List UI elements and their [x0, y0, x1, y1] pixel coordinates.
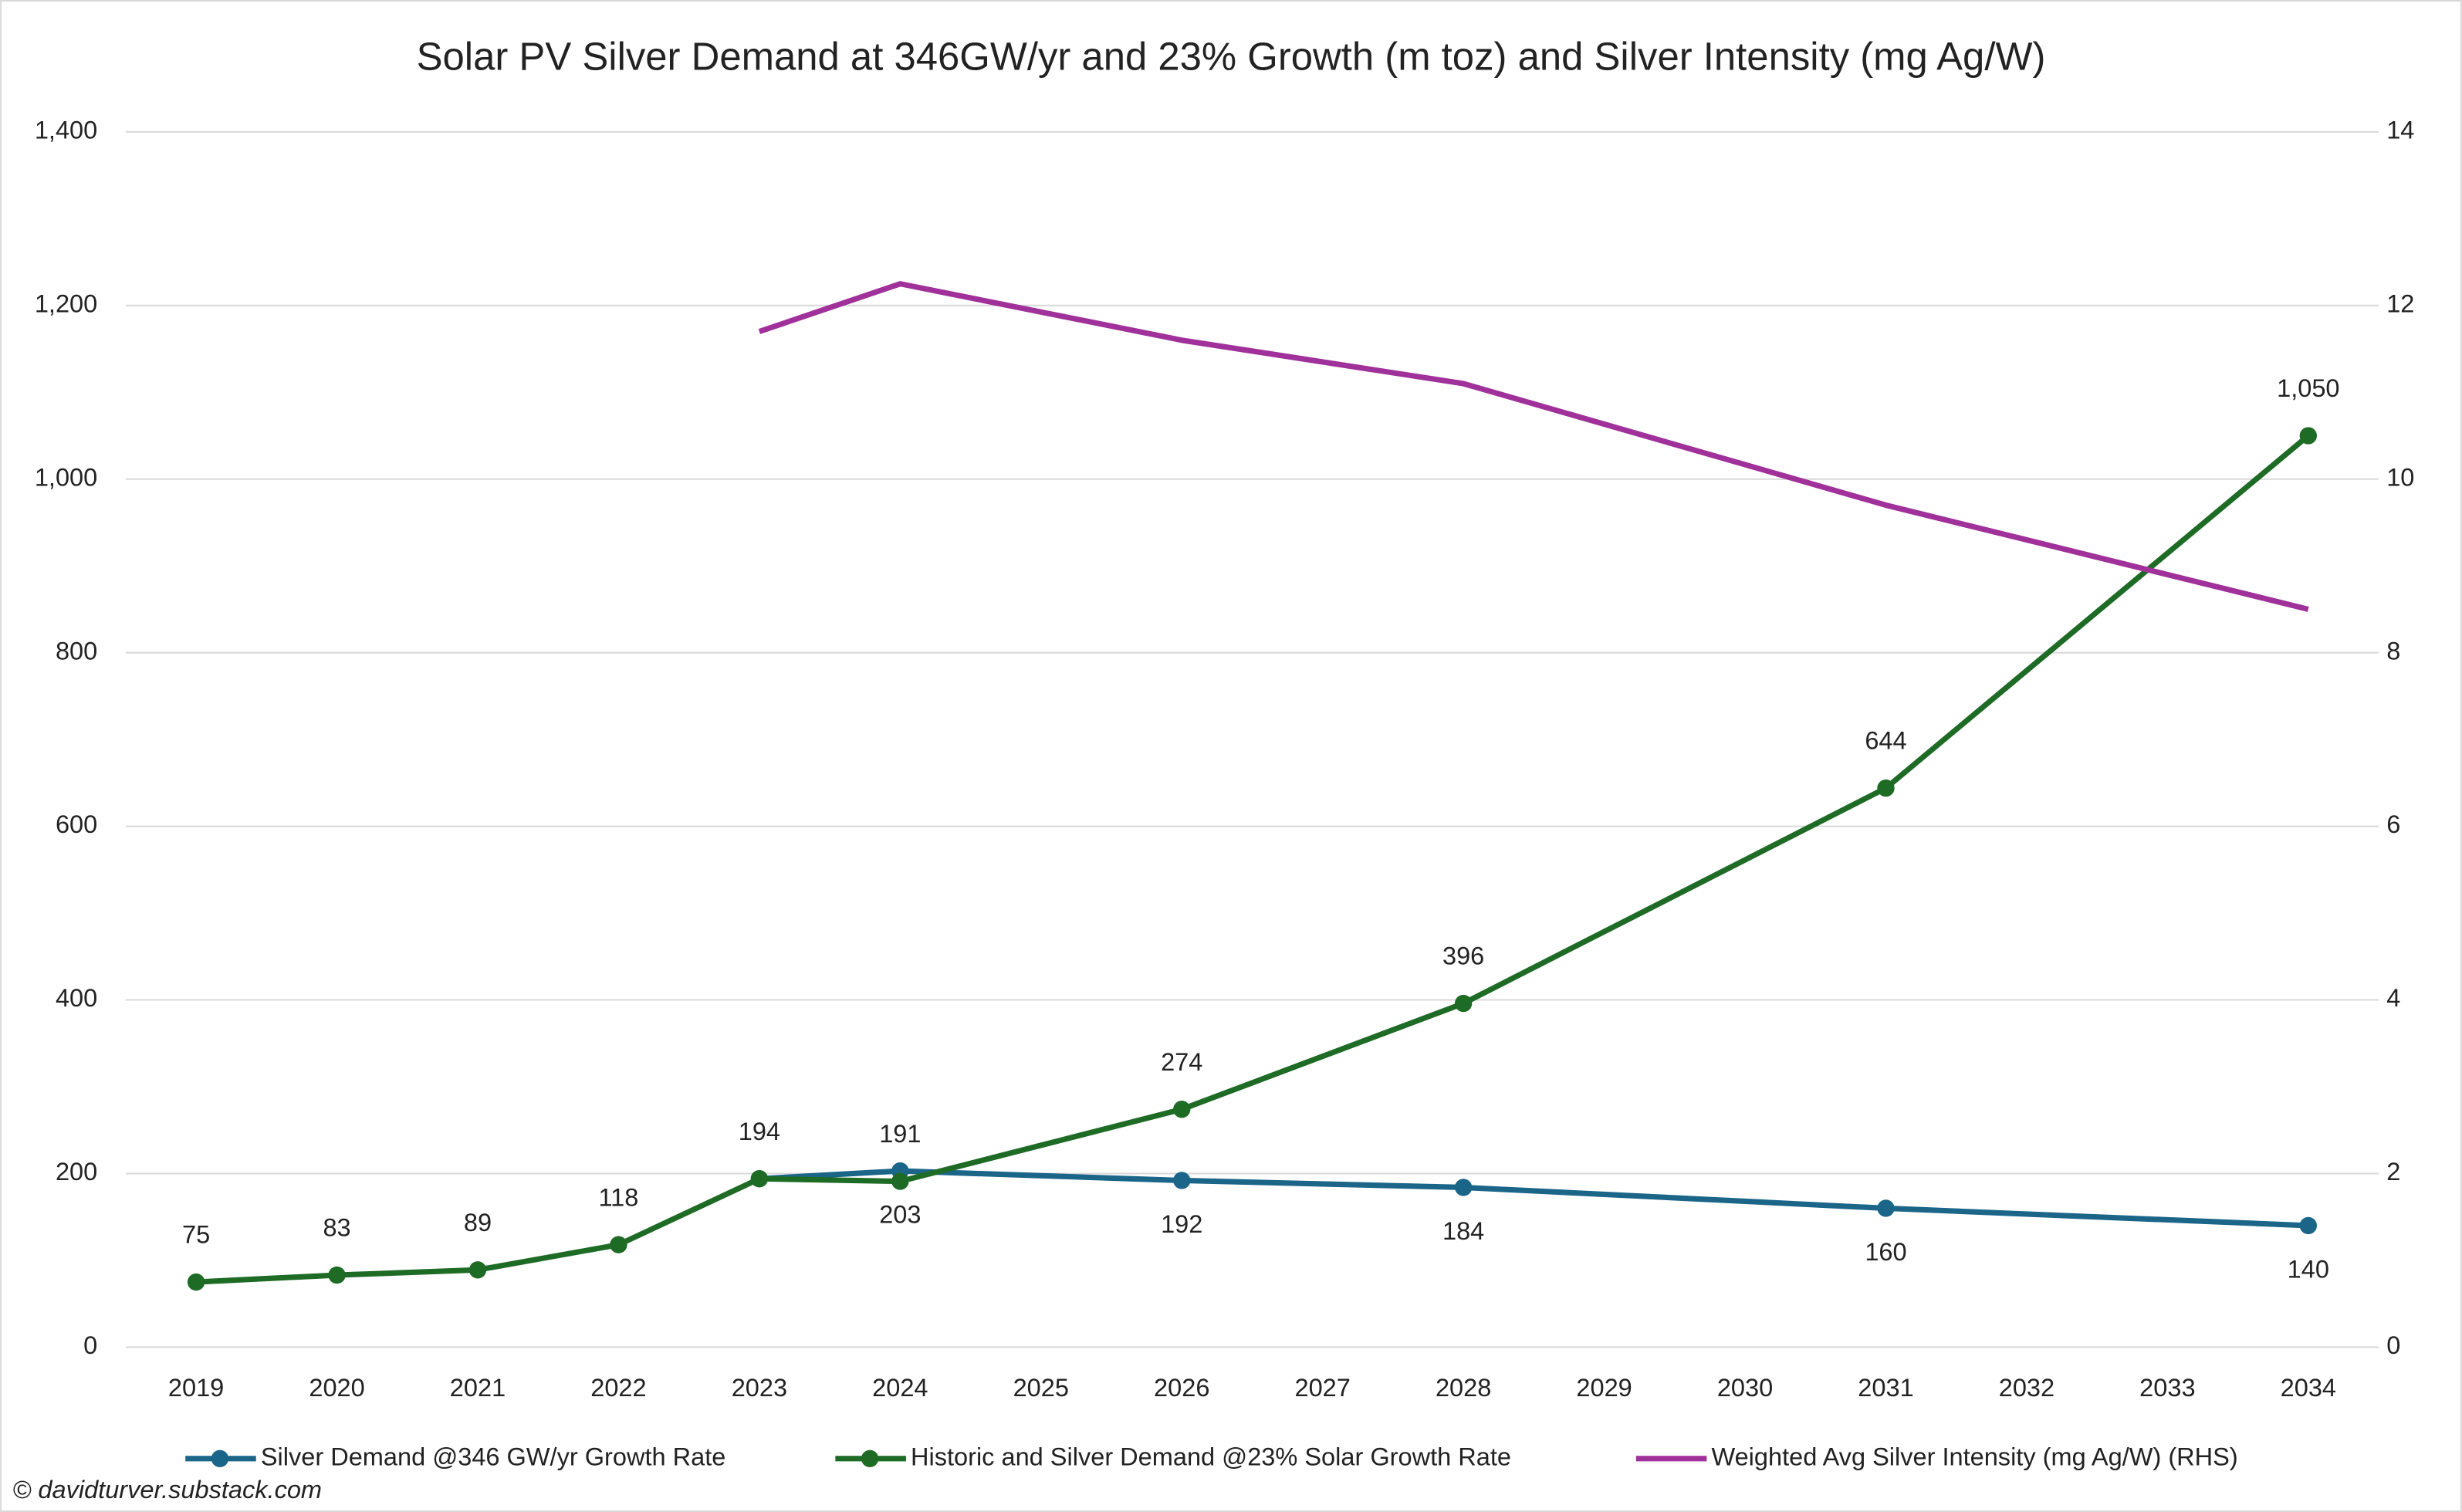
y2-tick-label: 14: [2386, 116, 2414, 144]
data-label: 75: [182, 1221, 210, 1249]
y2-tick-label: 8: [2386, 637, 2400, 665]
data-point: [1454, 1179, 1473, 1196]
data-label: 192: [1161, 1210, 1202, 1238]
y-tick-label: 600: [56, 810, 97, 838]
data-point: [468, 1261, 487, 1279]
series-line: [758, 281, 2309, 612]
data-label: 396: [1442, 942, 1484, 970]
x-tick-label: 2027: [1294, 1374, 1350, 1402]
data-point: [610, 1236, 627, 1253]
data-point: [187, 1273, 205, 1291]
y2-tick-label: 6: [2386, 810, 2400, 838]
data-label: 160: [1865, 1238, 1906, 1266]
x-tick-label: 2026: [1154, 1374, 1209, 1402]
x-tick-label: 2031: [1858, 1374, 1913, 1402]
y-tick-label: 0: [83, 1331, 97, 1359]
data-point: [1173, 1101, 1191, 1118]
y-tick-label: 1,000: [35, 463, 97, 491]
legend-label: Weighted Avg Silver Intensity (mg Ag/W) …: [1711, 1443, 2237, 1470]
y-tick-label: 1,200: [35, 289, 97, 317]
data-label: 89: [464, 1209, 492, 1236]
x-tick-label: 2030: [1717, 1374, 1773, 1402]
legend-label: Historic and Silver Demand @23% Solar Gr…: [911, 1443, 1511, 1470]
y-tick-label: 1,400: [35, 116, 97, 144]
y2-tick-label: 10: [2386, 463, 2414, 491]
x-tick-label: 2023: [732, 1374, 787, 1402]
y-tick-label: 400: [56, 984, 97, 1012]
x-tick-label: 2032: [1999, 1374, 2054, 1402]
y2-tick-label: 12: [2386, 289, 2414, 317]
x-tick-label: 2020: [309, 1374, 364, 1402]
data-point: [328, 1266, 346, 1284]
y2-tick-label: 4: [2386, 984, 2400, 1012]
data-label: 274: [1161, 1048, 1202, 1076]
data-label: 194: [739, 1118, 780, 1145]
data-label: 83: [323, 1214, 350, 1242]
x-tick-label: 2022: [590, 1374, 646, 1402]
legend-label: Silver Demand @346 GW/yr Growth Rate: [261, 1443, 726, 1470]
data-label: 644: [1865, 727, 1906, 755]
y-tick-label: 800: [56, 637, 97, 665]
data-point: [1877, 1199, 1895, 1217]
data-point: [1877, 779, 1895, 797]
data-point: [750, 1170, 769, 1188]
footnote: © davidturver.substack.com: [12, 1476, 322, 1504]
x-tick-label: 2021: [450, 1374, 506, 1402]
data-point: [2299, 427, 2318, 445]
data-label: 191: [879, 1120, 921, 1148]
data-point: [1454, 994, 1473, 1013]
x-tick-label: 2025: [1013, 1374, 1069, 1402]
y-tick-label: 200: [56, 1158, 97, 1186]
data-label: 184: [1442, 1217, 1484, 1245]
series-line: [195, 433, 2311, 1285]
legend-marker: [861, 1449, 879, 1468]
x-tick-label: 2034: [2281, 1374, 2336, 1402]
data-label: 1,050: [2277, 374, 2339, 402]
data-point: [2299, 1216, 2318, 1235]
y2-tick-label: 2: [2386, 1158, 2400, 1186]
x-tick-label: 2033: [2139, 1374, 2195, 1402]
y2-tick-label: 0: [2386, 1331, 2400, 1359]
data-label: 203: [879, 1201, 921, 1229]
series-line: [759, 1168, 2308, 1229]
legend-marker: [211, 1449, 229, 1468]
chart-title: Solar PV Silver Demand at 346GW/yr and 2…: [417, 35, 2046, 79]
x-tick-label: 2028: [1436, 1374, 1491, 1402]
data-label: 118: [599, 1183, 639, 1211]
x-tick-label: 2019: [168, 1374, 224, 1402]
x-tick-label: 2029: [1576, 1374, 1632, 1402]
data-point: [891, 1172, 909, 1190]
x-tick-label: 2024: [872, 1374, 928, 1402]
data-point: [1173, 1172, 1191, 1189]
data-label: 140: [2288, 1256, 2329, 1284]
